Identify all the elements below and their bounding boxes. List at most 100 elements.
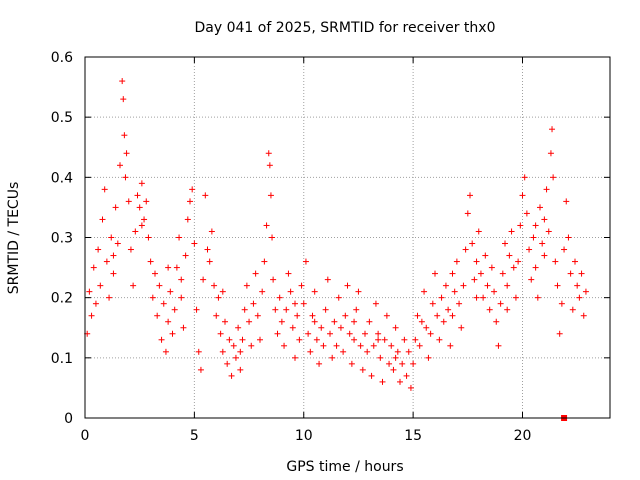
- data-point: [320, 342, 327, 349]
- data-point: [412, 336, 419, 343]
- data-point: [427, 330, 434, 337]
- data-point: [401, 336, 408, 343]
- data-point: [515, 258, 522, 265]
- data-point: [254, 312, 261, 319]
- data-point: [270, 276, 277, 283]
- data-point: [156, 282, 163, 289]
- data-point: [173, 264, 180, 271]
- data-point: [278, 318, 285, 325]
- data-point: [517, 222, 524, 229]
- plot-frame: [84, 56, 611, 419]
- data-point: [195, 348, 202, 355]
- data-point: [165, 318, 172, 325]
- data-points: [84, 78, 589, 421]
- data-point: [180, 324, 187, 331]
- data-point: [458, 324, 465, 331]
- data-point: [292, 354, 298, 361]
- data-point: [541, 252, 548, 259]
- data-point: [447, 342, 454, 349]
- data-point: [526, 246, 533, 253]
- data-point: [307, 348, 314, 355]
- data-point: [530, 234, 537, 241]
- data-point: [512, 294, 519, 301]
- data-point: [353, 306, 360, 313]
- data-point: [462, 246, 469, 253]
- data-point: [399, 360, 406, 367]
- data-point: [342, 312, 349, 319]
- data-point: [127, 246, 134, 253]
- data-point: [313, 336, 320, 343]
- data-point: [359, 366, 366, 373]
- data-point: [261, 258, 268, 265]
- data-point: [311, 288, 318, 295]
- data-point: [549, 126, 556, 133]
- data-point: [364, 348, 371, 355]
- data-point: [182, 252, 189, 259]
- data-point: [372, 300, 379, 307]
- data-point: [274, 330, 281, 337]
- data-point: [541, 216, 548, 223]
- data-point: [355, 288, 362, 295]
- data-point: [318, 324, 325, 331]
- data-point: [519, 192, 526, 199]
- data-point: [149, 294, 156, 301]
- data-point: [565, 234, 572, 241]
- data-point: [528, 276, 535, 283]
- data-point: [351, 318, 358, 325]
- data-point: [471, 276, 478, 283]
- data-point: [449, 270, 456, 277]
- data-point: [265, 150, 272, 157]
- data-point: [572, 258, 578, 265]
- data-point: [162, 348, 169, 355]
- data-point: [348, 360, 355, 367]
- data-point: [235, 324, 242, 331]
- data-point: [292, 300, 298, 307]
- x-tick-label: 20: [514, 428, 532, 444]
- data-point: [521, 174, 528, 181]
- data-point: [464, 210, 471, 217]
- data-point: [425, 354, 432, 361]
- data-point: [309, 312, 316, 319]
- data-point: [176, 234, 183, 241]
- data-point: [134, 192, 141, 199]
- data-point: [110, 270, 117, 277]
- data-point: [537, 204, 543, 211]
- data-point: [108, 234, 115, 241]
- data-point: [416, 342, 423, 349]
- data-point: [191, 240, 198, 247]
- data-point: [132, 228, 139, 235]
- data-point: [366, 318, 373, 325]
- data-point: [92, 300, 99, 307]
- data-point: [90, 264, 97, 271]
- data-point: [456, 300, 463, 307]
- data-point: [432, 270, 438, 277]
- data-point: [246, 318, 253, 325]
- data-point: [138, 180, 145, 187]
- data-point: [523, 210, 530, 217]
- data-point: [200, 276, 207, 283]
- data-point: [534, 294, 541, 301]
- data-point: [504, 306, 511, 313]
- data-point: [506, 252, 513, 259]
- data-point: [324, 276, 331, 283]
- data-point: [298, 282, 305, 289]
- data-point: [488, 264, 495, 271]
- data-point: [346, 330, 353, 337]
- data-point: [368, 372, 375, 379]
- data-point: [477, 270, 484, 277]
- data-point: [250, 300, 257, 307]
- data-point: [449, 312, 456, 319]
- data-point: [508, 228, 515, 235]
- data-point: [294, 312, 301, 319]
- data-point: [379, 378, 386, 385]
- data-point: [556, 330, 563, 337]
- data-point: [122, 174, 129, 181]
- data-point: [289, 324, 296, 331]
- y-axis-label: SRMTID / TECUs: [6, 182, 22, 295]
- data-point: [208, 228, 215, 235]
- data-point: [226, 336, 233, 343]
- data-point: [375, 336, 382, 343]
- data-point: [219, 288, 226, 295]
- data-point: [204, 246, 211, 253]
- data-point: [390, 366, 397, 373]
